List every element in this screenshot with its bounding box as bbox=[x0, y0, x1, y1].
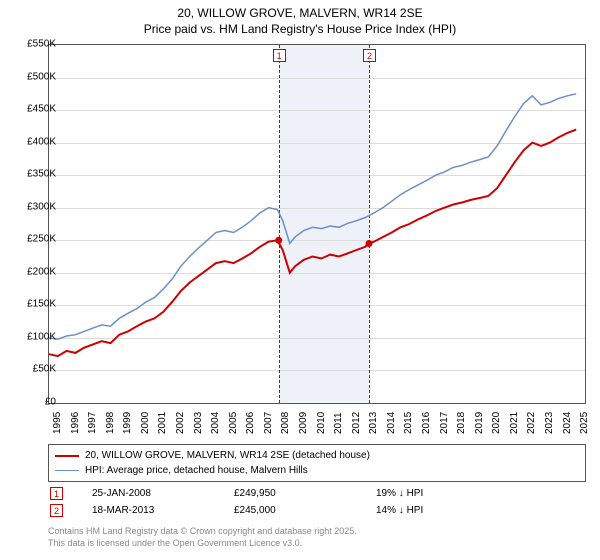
x-tick-label: 2005 bbox=[228, 412, 239, 434]
marker-diff: 14% ↓ HPI bbox=[376, 503, 584, 518]
legend: 20, WILLOW GROVE, MALVERN, WR14 2SE (det… bbox=[48, 444, 586, 482]
x-tick-label: 2024 bbox=[562, 412, 573, 434]
y-tick-label: £250K bbox=[27, 234, 56, 245]
x-tick-label: 2014 bbox=[386, 412, 397, 434]
x-tick-label: 2008 bbox=[280, 412, 291, 434]
marker-date: 25-JAN-2008 bbox=[92, 486, 232, 501]
x-tick-label: 2015 bbox=[403, 412, 414, 434]
y-tick-label: £350K bbox=[27, 169, 56, 180]
x-tick-label: 2003 bbox=[193, 412, 204, 434]
chart-svg bbox=[49, 45, 585, 403]
y-tick-label: £100K bbox=[27, 331, 56, 342]
x-tick-label: 1998 bbox=[105, 412, 116, 434]
legend-swatch-hpi bbox=[55, 470, 79, 471]
x-tick-label: 2012 bbox=[351, 412, 362, 434]
x-tick-label: 2019 bbox=[474, 412, 485, 434]
marker-row: 1 25-JAN-2008 £249,950 19% ↓ HPI bbox=[50, 486, 584, 501]
x-tick-label: 2018 bbox=[456, 412, 467, 434]
x-tick-label: 1996 bbox=[70, 412, 81, 434]
legend-label-property: 20, WILLOW GROVE, MALVERN, WR14 2SE (det… bbox=[85, 448, 370, 463]
y-tick-label: £300K bbox=[27, 201, 56, 212]
legend-label-hpi: HPI: Average price, detached house, Malv… bbox=[85, 463, 308, 478]
x-tick-label: 2020 bbox=[491, 412, 502, 434]
marker-row: 2 18-MAR-2013 £245,000 14% ↓ HPI bbox=[50, 503, 584, 518]
x-tick-label: 2010 bbox=[316, 412, 327, 434]
x-tick-label: 1999 bbox=[122, 412, 133, 434]
legend-swatch-property bbox=[55, 455, 79, 457]
x-tick-label: 2023 bbox=[544, 412, 555, 434]
marker-date: 18-MAR-2013 bbox=[92, 503, 232, 518]
marker-badge: 1 bbox=[50, 487, 63, 500]
x-tick-label: 2016 bbox=[421, 412, 432, 434]
x-tick-label: 1995 bbox=[52, 412, 63, 434]
marker-dot bbox=[366, 240, 373, 247]
chart-plot-area: 12 bbox=[48, 44, 586, 404]
x-tick-label: 2001 bbox=[157, 412, 168, 434]
marker-price: £249,950 bbox=[234, 486, 374, 501]
title-block: 20, WILLOW GROVE, MALVERN, WR14 2SE Pric… bbox=[0, 0, 600, 37]
marker-price: £245,000 bbox=[234, 503, 374, 518]
y-tick-label: £50K bbox=[33, 364, 56, 375]
x-tick-label: 2025 bbox=[579, 412, 590, 434]
x-tick-label: 2011 bbox=[333, 412, 344, 434]
legend-row-property: 20, WILLOW GROVE, MALVERN, WR14 2SE (det… bbox=[55, 448, 579, 463]
y-tick-label: £400K bbox=[27, 136, 56, 147]
y-tick-label: £150K bbox=[27, 299, 56, 310]
x-tick-label: 2007 bbox=[263, 412, 274, 434]
attribution-line-1: Contains HM Land Registry data © Crown c… bbox=[48, 526, 357, 538]
y-tick-label: £0 bbox=[45, 397, 56, 408]
marker-diff: 19% ↓ HPI bbox=[376, 486, 584, 501]
marker-table: 1 25-JAN-2008 £249,950 19% ↓ HPI 2 18-MA… bbox=[48, 484, 586, 520]
title-line-1: 20, WILLOW GROVE, MALVERN, WR14 2SE bbox=[0, 6, 600, 22]
y-tick-label: £500K bbox=[27, 71, 56, 82]
x-tick-label: 2004 bbox=[210, 412, 221, 434]
title-line-2: Price paid vs. HM Land Registry's House … bbox=[0, 22, 600, 38]
x-tick-label: 2009 bbox=[298, 412, 309, 434]
y-tick-label: £450K bbox=[27, 104, 56, 115]
x-tick-label: 1997 bbox=[87, 412, 98, 434]
y-tick-label: £200K bbox=[27, 266, 56, 277]
x-tick-label: 2017 bbox=[439, 412, 450, 434]
marker-badge: 2 bbox=[50, 504, 63, 517]
x-tick-label: 2013 bbox=[368, 412, 379, 434]
x-tick-label: 2021 bbox=[509, 412, 520, 434]
marker-dot bbox=[275, 237, 282, 244]
x-tick-label: 2002 bbox=[175, 412, 186, 434]
attribution-line-2: This data is licensed under the Open Gov… bbox=[48, 538, 357, 550]
chart-container: 20, WILLOW GROVE, MALVERN, WR14 2SE Pric… bbox=[0, 0, 600, 560]
attribution: Contains HM Land Registry data © Crown c… bbox=[48, 526, 357, 549]
y-tick-label: £550K bbox=[27, 39, 56, 50]
x-tick-label: 2000 bbox=[140, 412, 151, 434]
x-tick-label: 2006 bbox=[245, 412, 256, 434]
x-tick-label: 2022 bbox=[526, 412, 537, 434]
legend-row-hpi: HPI: Average price, detached house, Malv… bbox=[55, 463, 579, 478]
series-line-hpi bbox=[49, 94, 576, 339]
series-line-property bbox=[49, 130, 576, 357]
